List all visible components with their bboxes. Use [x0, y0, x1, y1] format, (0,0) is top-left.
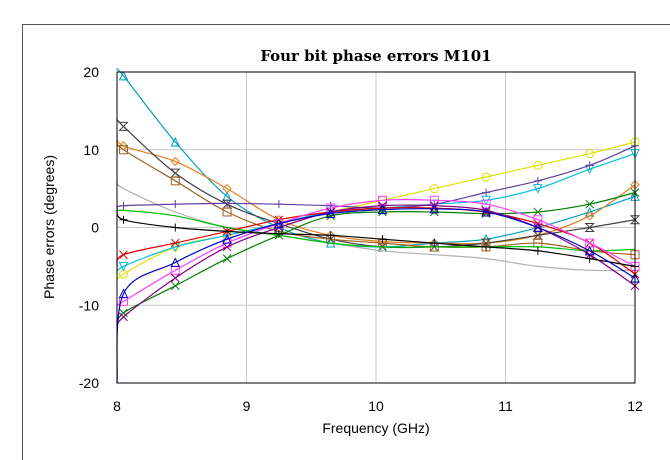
y-tick-label: -20 — [79, 375, 99, 391]
series-14 — [116, 203, 640, 384]
data-point — [170, 273, 180, 283]
series-line — [116, 207, 636, 267]
data-point — [170, 238, 180, 248]
x-tick-label: 12 — [627, 398, 643, 414]
y-tick-label: 10 — [83, 142, 99, 158]
data-point — [119, 250, 128, 260]
data-point — [119, 201, 128, 210]
data-point — [377, 236, 388, 247]
data-point — [326, 231, 335, 240]
data-point — [222, 242, 232, 252]
series-line — [116, 180, 636, 272]
y-tick-label: 0 — [91, 220, 99, 236]
data-point — [533, 246, 542, 255]
x-tick-label: 11 — [498, 398, 513, 414]
series-line — [116, 118, 636, 249]
data-point — [170, 176, 180, 186]
data-point — [170, 156, 180, 167]
series-line — [116, 209, 636, 252]
data-point — [118, 70, 129, 81]
data-point — [430, 239, 439, 248]
x-axis-label: Frequency (GHz) — [322, 420, 429, 436]
data-point — [118, 261, 129, 272]
y-tick-label: -10 — [79, 297, 99, 313]
series-line — [116, 206, 636, 275]
x-tick-labels: 8 9 10 11 12 — [113, 398, 643, 414]
data-point — [170, 136, 181, 147]
data-point — [378, 235, 387, 244]
data-point — [585, 161, 594, 170]
data-point — [585, 254, 594, 263]
data-point — [118, 288, 129, 299]
data-point — [482, 188, 491, 197]
data-point — [223, 199, 232, 208]
data-point — [585, 199, 595, 209]
data-point — [377, 204, 388, 215]
data-point — [170, 281, 180, 291]
data-point — [377, 195, 387, 205]
data-point — [325, 208, 336, 219]
data-point — [170, 257, 181, 267]
data-point — [222, 254, 232, 263]
data-point — [533, 160, 543, 170]
data-point — [274, 200, 283, 209]
y-tick-label: 20 — [83, 64, 99, 80]
data-point — [584, 223, 595, 232]
data-point — [629, 215, 641, 225]
data-point — [584, 211, 595, 221]
data-point — [533, 222, 543, 232]
data-point — [482, 242, 491, 251]
data-point — [481, 206, 491, 217]
data-point — [170, 168, 181, 178]
data-point — [119, 308, 128, 318]
plot-area-border — [116, 71, 636, 384]
x-tick-label: 10 — [368, 398, 384, 414]
data-point — [119, 312, 128, 322]
series-9 — [116, 209, 636, 252]
data-point — [584, 245, 595, 256]
series-4 — [116, 180, 636, 272]
data-point — [222, 234, 232, 244]
series-group — [116, 68, 641, 384]
data-point — [171, 223, 180, 232]
data-point — [274, 218, 284, 229]
data-point — [429, 184, 439, 194]
data-point — [533, 176, 542, 185]
x-tick-label: 9 — [243, 398, 251, 414]
y-axis-label: Phase errors (degrees) — [41, 155, 57, 299]
series-line — [116, 208, 636, 384]
data-point — [222, 207, 232, 217]
data-point — [119, 215, 128, 224]
data-point — [481, 172, 491, 182]
series-line — [116, 191, 636, 329]
series-1 — [116, 133, 640, 248]
data-point — [274, 229, 283, 238]
y-tick-labels: -20 -10 0 10 20 — [79, 64, 99, 391]
series-13 — [116, 207, 639, 271]
data-point — [585, 149, 595, 159]
x-tick-label: 8 — [113, 398, 121, 414]
data-point — [118, 145, 128, 155]
data-point — [429, 203, 440, 214]
data-point — [222, 183, 232, 194]
data-point — [533, 207, 543, 217]
chart-title: Four bit phase errors M101 — [260, 47, 491, 65]
data-point — [118, 121, 129, 131]
data-point — [171, 200, 180, 209]
series-line — [116, 145, 636, 209]
